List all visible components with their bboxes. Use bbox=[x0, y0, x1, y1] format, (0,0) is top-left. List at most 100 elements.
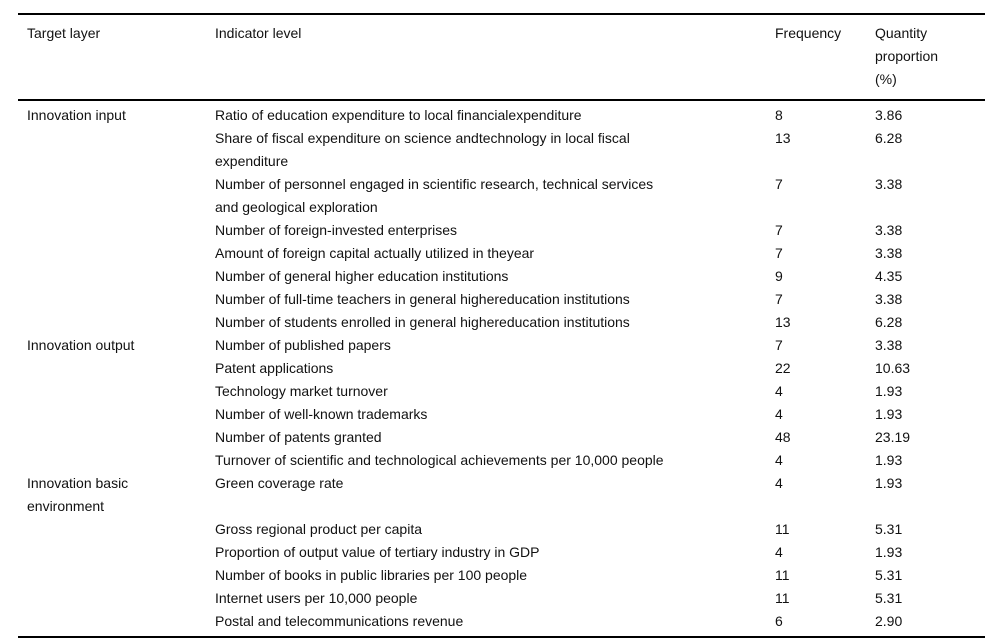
indicator-level-cell: Number of books in public libraries per … bbox=[215, 567, 528, 583]
table-row: Innovation basic environment Green covera… bbox=[18, 472, 985, 518]
target-layer-cell bbox=[18, 541, 215, 564]
target-layer-cell: Innovation basic environment bbox=[27, 475, 129, 514]
quantity-proportion-cell: 6.28 bbox=[875, 314, 903, 330]
frequency-cell: 7 bbox=[775, 245, 783, 261]
target-layer-cell bbox=[18, 587, 215, 610]
table-header-row: Target layer Indicator level Frequency Q… bbox=[18, 14, 985, 101]
frequency-cell: 11 bbox=[775, 567, 790, 583]
target-layer-cell bbox=[18, 265, 215, 288]
column-header-frequency: Frequency bbox=[775, 14, 875, 101]
table-row: Share of fiscal expenditure on science a… bbox=[18, 127, 985, 173]
indicator-level-cell: Number of patents granted bbox=[215, 429, 382, 445]
indicator-level-cell: Turnover of scientific and technological… bbox=[215, 452, 664, 468]
table-row: Number of foreign-invested enterprises 7 3… bbox=[18, 219, 985, 242]
quantity-proportion-cell: 1.93 bbox=[875, 544, 903, 560]
indicator-level-cell: Number of published papers bbox=[215, 337, 391, 353]
target-layer-cell bbox=[18, 610, 215, 637]
table-row: Number of general higher education insti… bbox=[18, 265, 985, 288]
column-header-indicator-level: Indicator level bbox=[215, 14, 775, 101]
column-header-target-layer: Target layer bbox=[18, 14, 215, 101]
quantity-proportion-cell: 10.63 bbox=[875, 360, 911, 376]
indicator-level-cell: Gross regional product per capita bbox=[215, 521, 422, 537]
paper-table-container: Target layer Indicator level Frequency Q… bbox=[18, 13, 985, 638]
frequency-cell: 48 bbox=[775, 429, 791, 445]
frequency-cell: 13 bbox=[775, 130, 791, 146]
table-row: Number of books in public libraries per … bbox=[18, 564, 985, 587]
indicator-level-cell: Proportion of output value of tertiary i… bbox=[215, 544, 540, 560]
quantity-proportion-cell: 5.31 bbox=[875, 521, 903, 537]
table-row: Innovation input Ratio of education expen… bbox=[18, 100, 985, 127]
frequency-cell: 6 bbox=[775, 613, 783, 629]
table-row: Patent applications 22 10.63 bbox=[18, 357, 985, 380]
quantity-proportion-cell: 3.38 bbox=[875, 337, 903, 353]
frequency-cell: 7 bbox=[775, 337, 783, 353]
frequency-cell: 11 bbox=[775, 521, 790, 537]
quantity-proportion-cell: 1.93 bbox=[875, 452, 903, 468]
table-row: Internet users per 10,000 people 11 5.31 bbox=[18, 587, 985, 610]
indicator-level-cell: Number of full-time teachers in general … bbox=[215, 291, 630, 307]
quantity-proportion-cell: 3.38 bbox=[875, 245, 903, 261]
target-layer-cell bbox=[18, 518, 215, 541]
table-row: Number of patents granted 48 23.19 bbox=[18, 426, 985, 449]
quantity-proportion-cell: 6.28 bbox=[875, 130, 903, 146]
frequency-cell: 7 bbox=[775, 291, 783, 307]
indicator-level-cell: Number of general higher education insti… bbox=[215, 268, 509, 284]
target-layer-cell bbox=[18, 288, 215, 311]
quantity-proportion-cell: 4.35 bbox=[875, 268, 903, 284]
target-layer-cell bbox=[18, 311, 215, 334]
quantity-proportion-cell: 5.31 bbox=[875, 567, 903, 583]
table-row: Number of students enrolled in general h… bbox=[18, 311, 985, 334]
table-header: Target layer Indicator level Frequency Q… bbox=[18, 14, 985, 101]
quantity-proportion-cell: 3.86 bbox=[875, 107, 903, 123]
indicator-level-cell: Number of personnel engaged in scientifi… bbox=[215, 176, 654, 215]
table-row: Number of full-time teachers in general … bbox=[18, 288, 985, 311]
column-header-quantity-proportion: Quantity proportion (%) bbox=[875, 14, 985, 101]
frequency-cell: 9 bbox=[775, 268, 783, 284]
frequency-cell: 4 bbox=[775, 383, 783, 399]
table-row: Postal and telecommunications revenue 6 2.… bbox=[18, 610, 985, 637]
frequency-cell: 13 bbox=[775, 314, 791, 330]
frequency-cell: 4 bbox=[775, 475, 783, 491]
table-row: Amount of foreign capital actually utili… bbox=[18, 242, 985, 265]
quantity-proportion-cell: 2.90 bbox=[875, 613, 903, 629]
target-layer-cell: Innovation input bbox=[27, 107, 126, 123]
frequency-cell: 7 bbox=[775, 222, 783, 238]
table-row: Turnover of scientific and technological… bbox=[18, 449, 985, 472]
quantity-proportion-cell: 1.93 bbox=[875, 406, 903, 422]
quantity-proportion-cell: 5.31 bbox=[875, 590, 903, 606]
indicator-level-cell: Share of fiscal expenditure on science a… bbox=[215, 130, 630, 169]
indicator-level-cell: Ratio of education expenditure to local … bbox=[215, 107, 582, 123]
indicator-level-cell: Number of well-known trademarks bbox=[215, 406, 428, 422]
frequency-cell: 22 bbox=[775, 360, 791, 376]
quantity-proportion-cell: 3.38 bbox=[875, 222, 903, 238]
indicator-level-cell: Patent applications bbox=[215, 360, 334, 376]
indicator-level-cell: Technology market turnover bbox=[215, 383, 388, 399]
table-row: Gross regional product per capita 11 5.31 bbox=[18, 518, 985, 541]
table-row: Number of personnel engaged in scientifi… bbox=[18, 173, 985, 219]
table-row: Technology market turnover 4 1.93 bbox=[18, 380, 985, 403]
quantity-proportion-cell: 23.19 bbox=[875, 429, 911, 445]
target-layer-cell bbox=[18, 564, 215, 587]
target-layer-cell: Innovation output bbox=[27, 337, 135, 353]
indicator-frequency-table: Target layer Indicator level Frequency Q… bbox=[18, 13, 985, 638]
target-layer-cell bbox=[18, 403, 215, 426]
target-layer-cell bbox=[18, 380, 215, 403]
target-layer-cell bbox=[18, 449, 215, 472]
target-layer-cell bbox=[18, 219, 215, 242]
table-row: Innovation output Number of published pap… bbox=[18, 334, 985, 357]
target-layer-cell bbox=[18, 173, 215, 219]
quantity-proportion-cell: 1.93 bbox=[875, 383, 903, 399]
table-row: Number of well-known trademarks 4 1.93 bbox=[18, 403, 985, 426]
target-layer-cell bbox=[18, 242, 215, 265]
indicator-level-cell: Internet users per 10,000 people bbox=[215, 590, 418, 606]
target-layer-cell bbox=[18, 357, 215, 380]
frequency-cell: 4 bbox=[775, 452, 783, 468]
table-body: Innovation input Ratio of education expen… bbox=[18, 100, 985, 637]
target-layer-cell bbox=[18, 426, 215, 449]
target-layer-cell bbox=[18, 127, 215, 173]
indicator-level-cell: Number of foreign-invested enterprises bbox=[215, 222, 458, 238]
frequency-cell: 4 bbox=[775, 544, 783, 560]
quantity-proportion-cell: 1.93 bbox=[875, 475, 903, 491]
table-row: Proportion of output value of tertiary i… bbox=[18, 541, 985, 564]
indicator-level-cell: Number of students enrolled in general h… bbox=[215, 314, 630, 330]
